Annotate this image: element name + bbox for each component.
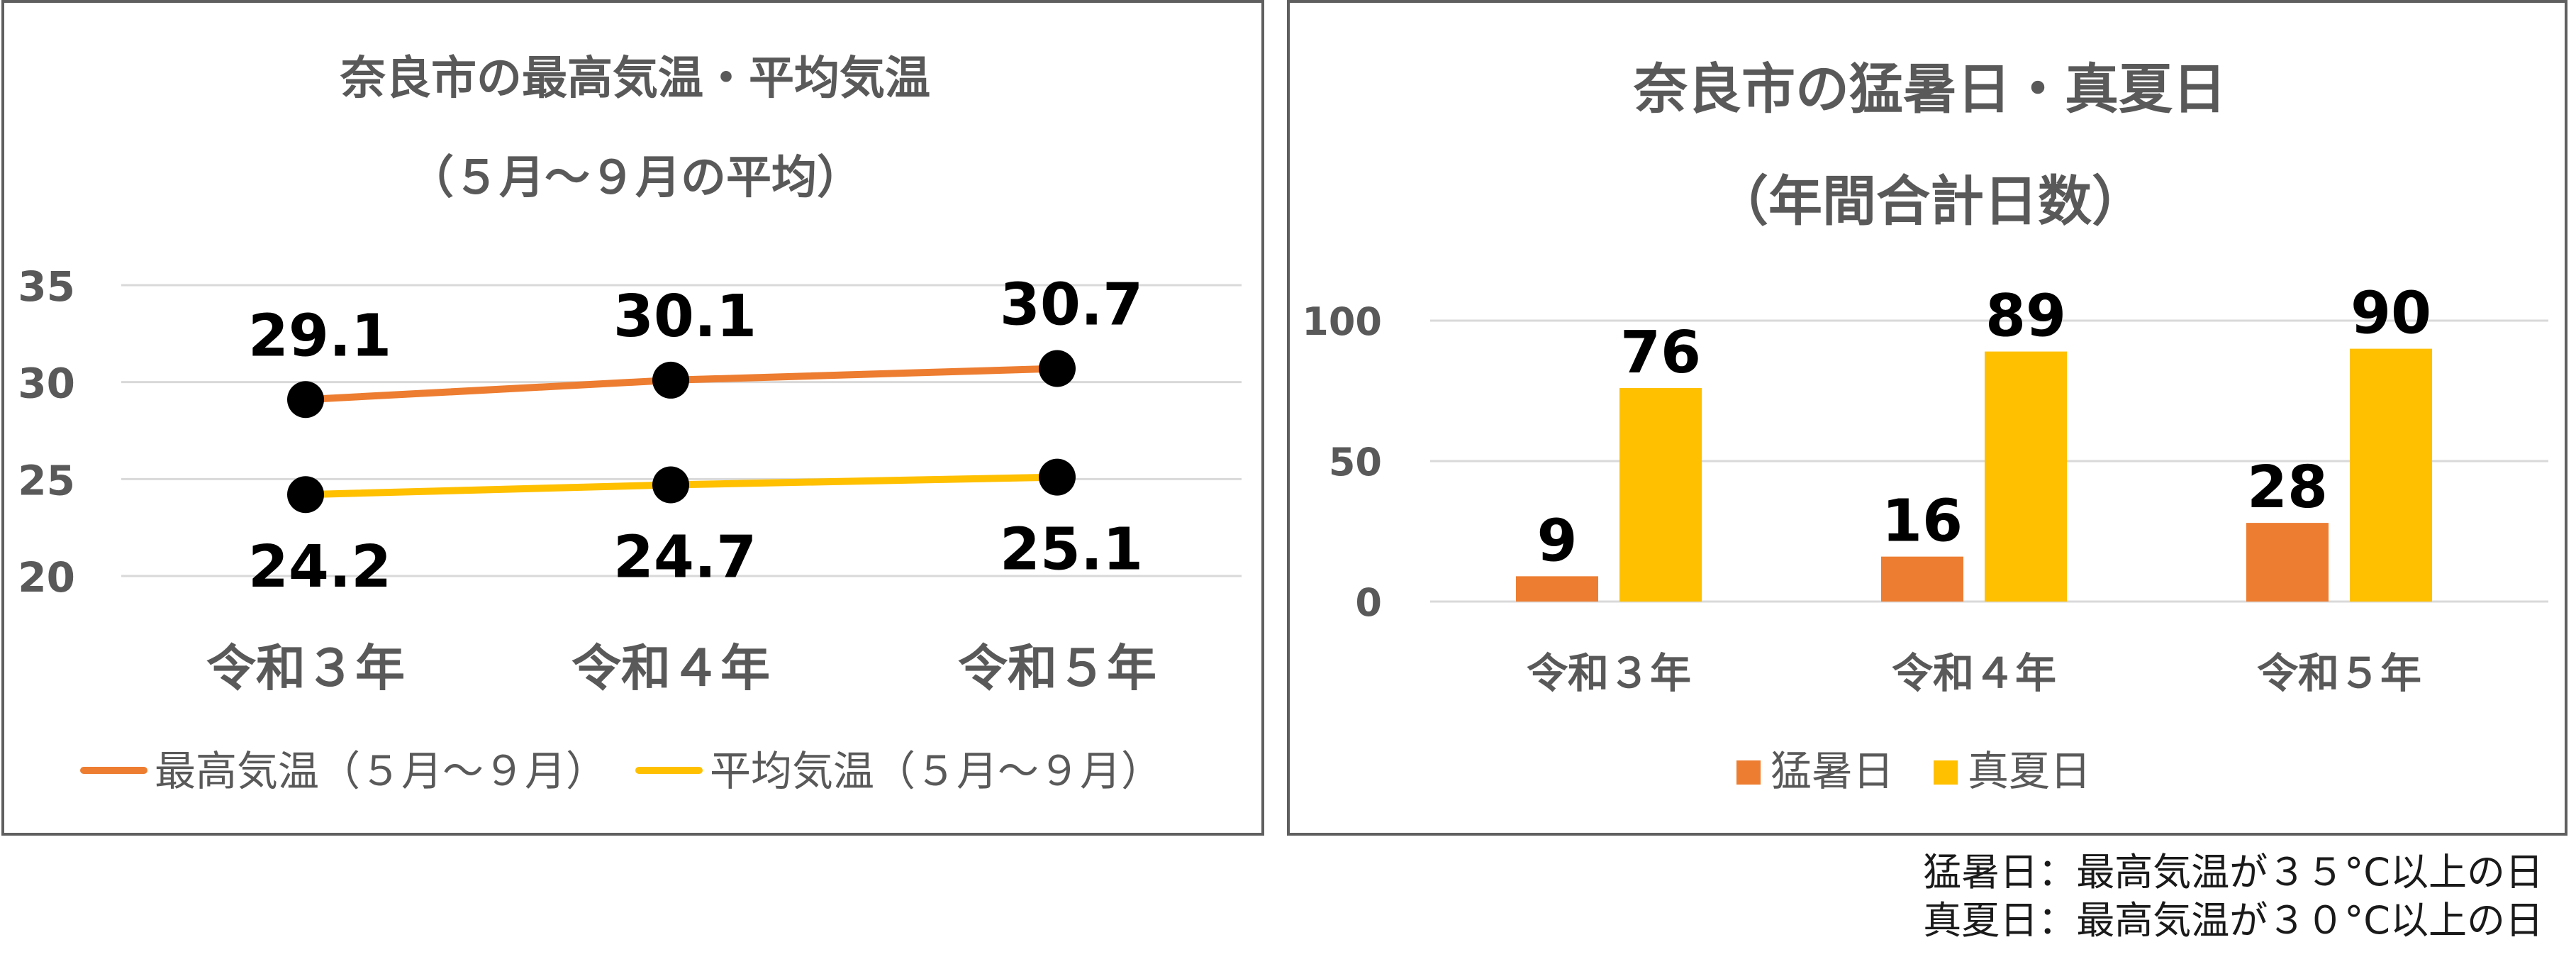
data-label: 30.7 — [1000, 272, 1143, 339]
x-category-label: 令和４年 — [1892, 649, 2056, 697]
data-point-marker — [652, 466, 689, 504]
x-category-label: 令和３年 — [206, 639, 405, 697]
line-chart: 奈良市の最高気温・平均気温 （５月～９月の平均） 20 25 30 35 令和３年 令和４… — [18, 52, 1242, 795]
bar-mosho — [2246, 523, 2329, 602]
data-label: 76 — [1620, 319, 1701, 387]
y-tick-label: 30 — [18, 360, 75, 408]
x-category-label: 令和４年 — [571, 639, 770, 697]
y-tick-label: 100 — [1302, 299, 1382, 344]
y-tick-label: 50 — [1329, 440, 1382, 484]
bar-mosho — [1516, 576, 1598, 602]
legend-label: 最高気温（５月～９月） — [155, 747, 607, 795]
bar-chart-panel: 奈良市の猛暑日・真夏日 （年間合計日数） 0 50 100 令和３年 令和４年 令和５年 9… — [1287, 0, 2567, 836]
data-label: 29.1 — [248, 302, 391, 370]
line-chart-subtitle: （５月～９月の平均） — [408, 152, 862, 204]
footnote-mosho: 猛暑日：最高気温が３５°C以上の日 — [1923, 850, 2543, 895]
bar-chart-title: 奈良市の猛暑日・真夏日 — [1633, 57, 2226, 121]
bar-chart: 奈良市の猛暑日・真夏日 （年間合計日数） 0 50 100 令和３年 令和４年 令和５年 9… — [1302, 57, 2548, 795]
data-point-marker — [652, 361, 689, 399]
legend-swatch — [1736, 760, 1761, 785]
line-chart-panel: 奈良市の最高気温・平均気温 （５月～９月の平均） 20 25 30 35 令和３年 令和４… — [1, 0, 1264, 836]
x-category-label: 令和５年 — [958, 639, 1156, 697]
y-tick-label: 35 — [18, 262, 75, 311]
bar-mosho — [1881, 556, 1963, 602]
footnotes: 猛暑日：最高気温が３５°C以上の日 真夏日：最高気温が３０°C以上の日 — [1923, 848, 2543, 945]
data-label: 89 — [1985, 283, 2066, 350]
legend-swatch — [1934, 760, 1958, 785]
legend-label: 猛暑日 — [1771, 747, 1894, 795]
bar-manatsu — [1619, 388, 1702, 602]
data-point-marker — [1039, 350, 1076, 387]
legend-label: 平均気温（５月～９月） — [710, 747, 1162, 795]
data-point-marker — [287, 381, 324, 419]
y-tick-label: 25 — [18, 456, 75, 504]
bar-chart-subtitle: （年間合計日数） — [1714, 170, 2146, 233]
legend-label: 真夏日 — [1968, 747, 2091, 795]
footnote-manatsu: 真夏日：最高気温が３０°C以上の日 — [1923, 898, 2543, 943]
data-label: 90 — [2351, 280, 2431, 348]
y-tick-label: 0 — [1355, 580, 1382, 625]
y-tick-label: 20 — [18, 553, 75, 602]
data-label: 16 — [1882, 488, 1963, 555]
line-chart-title: 奈良市の最高気温・平均気温 — [340, 52, 930, 105]
data-label: 24.2 — [248, 533, 391, 601]
bar-manatsu — [2350, 348, 2432, 602]
data-point-marker — [1039, 458, 1076, 496]
data-point-marker — [287, 476, 324, 514]
x-category-label: 令和５年 — [2257, 649, 2421, 697]
data-label: 25.1 — [1000, 516, 1143, 584]
data-label: 24.7 — [613, 524, 757, 592]
data-label: 28 — [2247, 454, 2328, 521]
bar-manatsu — [1985, 351, 2067, 602]
data-label: 9 — [1537, 507, 1577, 575]
x-category-label: 令和３年 — [1527, 649, 1691, 697]
data-label: 30.1 — [613, 283, 757, 350]
